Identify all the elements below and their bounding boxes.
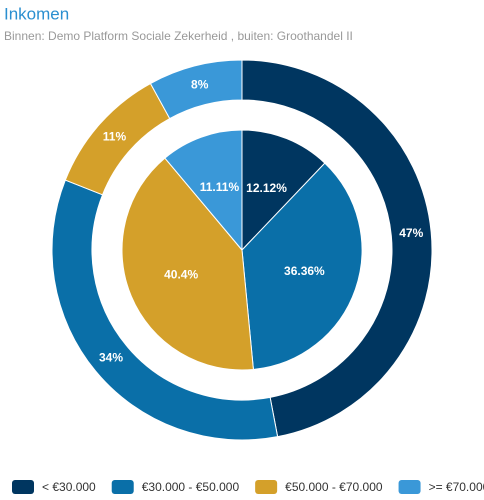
slice — [241, 59, 433, 438]
slice — [241, 129, 326, 252]
slice — [164, 129, 243, 252]
data-label: 8% — [191, 78, 209, 92]
data-label: 11.11% — [200, 180, 240, 194]
legend-swatch — [111, 480, 134, 494]
legend-label: < €30.000 — [42, 480, 96, 494]
data-label: 11% — [103, 130, 127, 144]
legend-label: €30.000 - €50.000 — [142, 480, 240, 494]
legend-label: >= €70.000 — [429, 480, 484, 494]
data-label: 12.12% — [246, 181, 287, 195]
legend-swatch — [255, 480, 278, 494]
legend-swatch — [398, 480, 421, 494]
chart-title: Inkomen — [4, 4, 69, 23]
data-label: 36.36% — [284, 264, 325, 278]
legend-label: €50.000 - €70.000 — [285, 480, 383, 494]
chart-subtitle: Binnen: Demo Platform Sociale Zekerheid … — [4, 29, 353, 43]
slice — [121, 157, 254, 371]
slice — [149, 59, 243, 120]
data-label: 47% — [399, 226, 423, 240]
legend-swatch — [12, 480, 34, 494]
data-label: 34% — [99, 351, 123, 365]
slice — [241, 162, 363, 371]
data-label: 40.4% — [164, 268, 198, 282]
